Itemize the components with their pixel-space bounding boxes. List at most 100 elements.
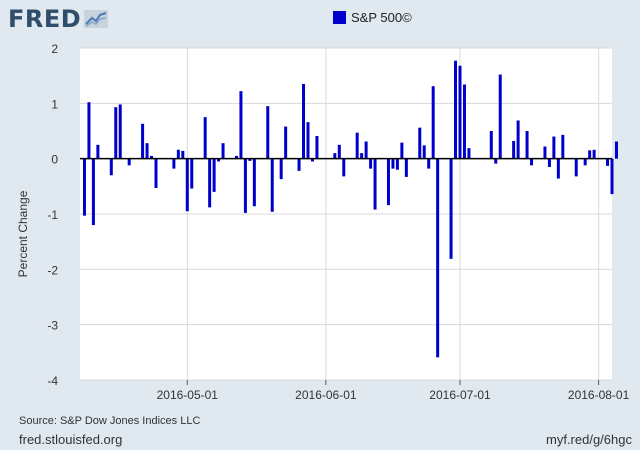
- bar: [458, 65, 462, 159]
- bar: [543, 146, 547, 159]
- bar: [422, 145, 426, 159]
- bar: [391, 158, 395, 169]
- site-link[interactable]: fred.stlouisfed.org: [19, 432, 123, 447]
- bar: [494, 158, 498, 164]
- bar: [91, 158, 95, 226]
- bar: [82, 158, 86, 216]
- bar: [552, 136, 556, 159]
- bar: [592, 149, 596, 159]
- bar: [109, 158, 113, 176]
- chart-line-icon: [84, 10, 109, 28]
- bar: [386, 158, 390, 206]
- bar: [284, 126, 288, 159]
- y-tick-label: -3: [47, 319, 58, 333]
- bar: [172, 158, 176, 169]
- bar: [360, 153, 364, 159]
- bar: [583, 158, 587, 166]
- bar: [217, 158, 221, 162]
- bar: [243, 158, 247, 213]
- bar: [310, 158, 314, 162]
- bar: [248, 158, 252, 161]
- bar: [208, 158, 212, 208]
- bar: [337, 144, 341, 159]
- bar: [302, 83, 306, 159]
- bar: [561, 134, 565, 159]
- y-axis-ticks: -4 -3 -2 -1 0 1 2: [47, 42, 58, 388]
- bar: [530, 158, 534, 166]
- y-tick-label: 1: [51, 97, 58, 111]
- bar: [606, 158, 610, 166]
- bar: [145, 143, 149, 159]
- logo-text: FRED: [8, 5, 82, 33]
- fred-logo[interactable]: FRED: [8, 5, 109, 33]
- y-tick-label: 2: [51, 42, 58, 56]
- bar: [176, 149, 180, 159]
- x-tick-label: 2016-06-01: [295, 388, 357, 402]
- bar: [252, 158, 256, 207]
- bar: [239, 91, 243, 159]
- legend-label: S&P 500©: [351, 10, 412, 25]
- bar: [315, 135, 319, 159]
- bar: [454, 60, 458, 159]
- bar: [373, 158, 377, 210]
- bar: [190, 158, 194, 189]
- bar: [369, 158, 373, 169]
- bar: [185, 158, 189, 212]
- bar: [221, 143, 225, 159]
- bar: [342, 158, 346, 177]
- x-tick-label: 2016-07-01: [429, 388, 491, 402]
- bar-series: [82, 60, 618, 358]
- bar: [203, 117, 207, 159]
- chart-legend: S&P 500©: [333, 10, 412, 25]
- bar: [489, 131, 493, 159]
- bar: [498, 74, 502, 159]
- legend-swatch: [333, 11, 346, 24]
- source-note: Source: S&P Dow Jones Indices LLC: [19, 415, 201, 427]
- bar: [449, 158, 453, 259]
- bar: [96, 144, 100, 159]
- bar: [234, 155, 238, 159]
- bar: [333, 153, 337, 159]
- bar: [212, 158, 216, 192]
- bar: [588, 150, 592, 159]
- bar: [150, 155, 154, 159]
- bar: [404, 158, 408, 177]
- bar: [127, 158, 131, 166]
- bar: [181, 150, 185, 159]
- bar: [427, 158, 431, 169]
- bar: [154, 158, 158, 188]
- bar: [395, 158, 399, 170]
- y-tick-label: -1: [47, 208, 58, 222]
- y-tick-label: -2: [47, 263, 58, 277]
- y-tick-label: 0: [51, 153, 58, 167]
- bar: [266, 106, 270, 159]
- bar: [141, 123, 145, 159]
- bar: [431, 86, 435, 159]
- bar: [436, 158, 440, 358]
- bar: [556, 158, 560, 179]
- bar: [512, 140, 516, 159]
- bar: [118, 104, 122, 159]
- bar: [87, 102, 91, 159]
- bar: [418, 127, 422, 159]
- y-tick-label: -4: [47, 374, 58, 388]
- bar: [279, 158, 283, 180]
- bar: [400, 142, 404, 159]
- bar: [525, 131, 529, 159]
- bar: [467, 148, 471, 159]
- bar: [306, 122, 310, 159]
- x-tick-label: 2016-05-01: [157, 388, 219, 402]
- y-axis-label: Percent Change: [16, 190, 30, 277]
- bar: [364, 141, 368, 159]
- bar: [355, 132, 359, 159]
- bar: [516, 120, 520, 159]
- short-url[interactable]: myf.red/g/6hgc: [546, 432, 632, 447]
- x-tick-label: 2016-08-01: [568, 388, 630, 402]
- bar: [547, 158, 551, 167]
- bar: [270, 158, 274, 212]
- bar: [574, 158, 578, 177]
- bar: [614, 141, 618, 159]
- x-axis-ticks: 2016-05-01 2016-06-01 2016-07-01 2016-08-01: [157, 380, 630, 402]
- bar: [610, 158, 614, 195]
